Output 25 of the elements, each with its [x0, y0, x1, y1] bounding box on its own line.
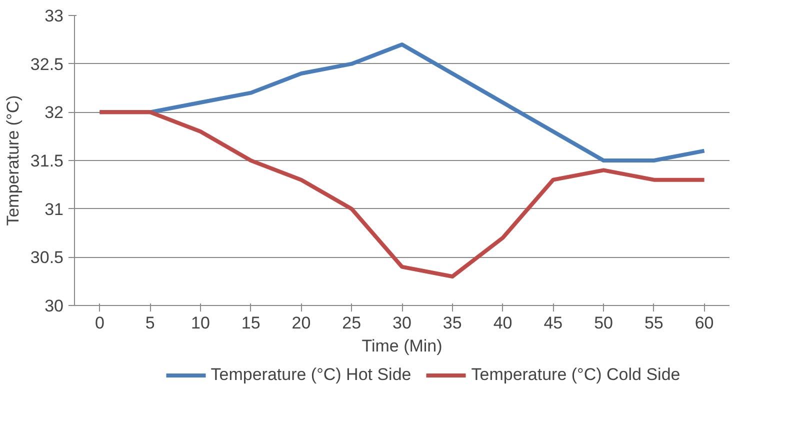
x-tick-label: 35 [442, 314, 462, 332]
y-tick-label: 31.5 [30, 152, 64, 170]
line-series [98, 110, 706, 278]
x-tick-label: 45 [544, 314, 563, 332]
y-tick-label: 31 [44, 200, 64, 219]
x-tick-label: 55 [644, 314, 664, 332]
x-tick-label: 25 [342, 314, 362, 332]
x-tick-label: 15 [241, 314, 260, 332]
x-tick-label: 40 [493, 314, 512, 332]
y-tick-label: 32 [44, 103, 64, 122]
x-tick-label: 5 [145, 314, 155, 332]
x-tick-label: 10 [191, 314, 210, 332]
x-tick-label: 30 [392, 314, 412, 332]
y-tick-label: 30 [44, 296, 64, 316]
legend-label: Temperature (°C) Cold Side [471, 365, 680, 385]
x-axis-title: Time (Min) [362, 336, 442, 356]
x-tick-label: 0 [94, 314, 104, 332]
x-tick-label: 60 [694, 314, 714, 332]
x-tick-label: 50 [594, 314, 614, 332]
y-tick-label: 30.5 [30, 248, 64, 268]
y-tick-label: 33 [44, 6, 64, 26]
legend-label: Temperature (°C) Hot Side [210, 365, 412, 385]
y-tick-label: 32.5 [30, 54, 64, 74]
x-tick-label: 20 [292, 314, 311, 332]
y-axis-title: Temperature (°C) [3, 95, 22, 226]
